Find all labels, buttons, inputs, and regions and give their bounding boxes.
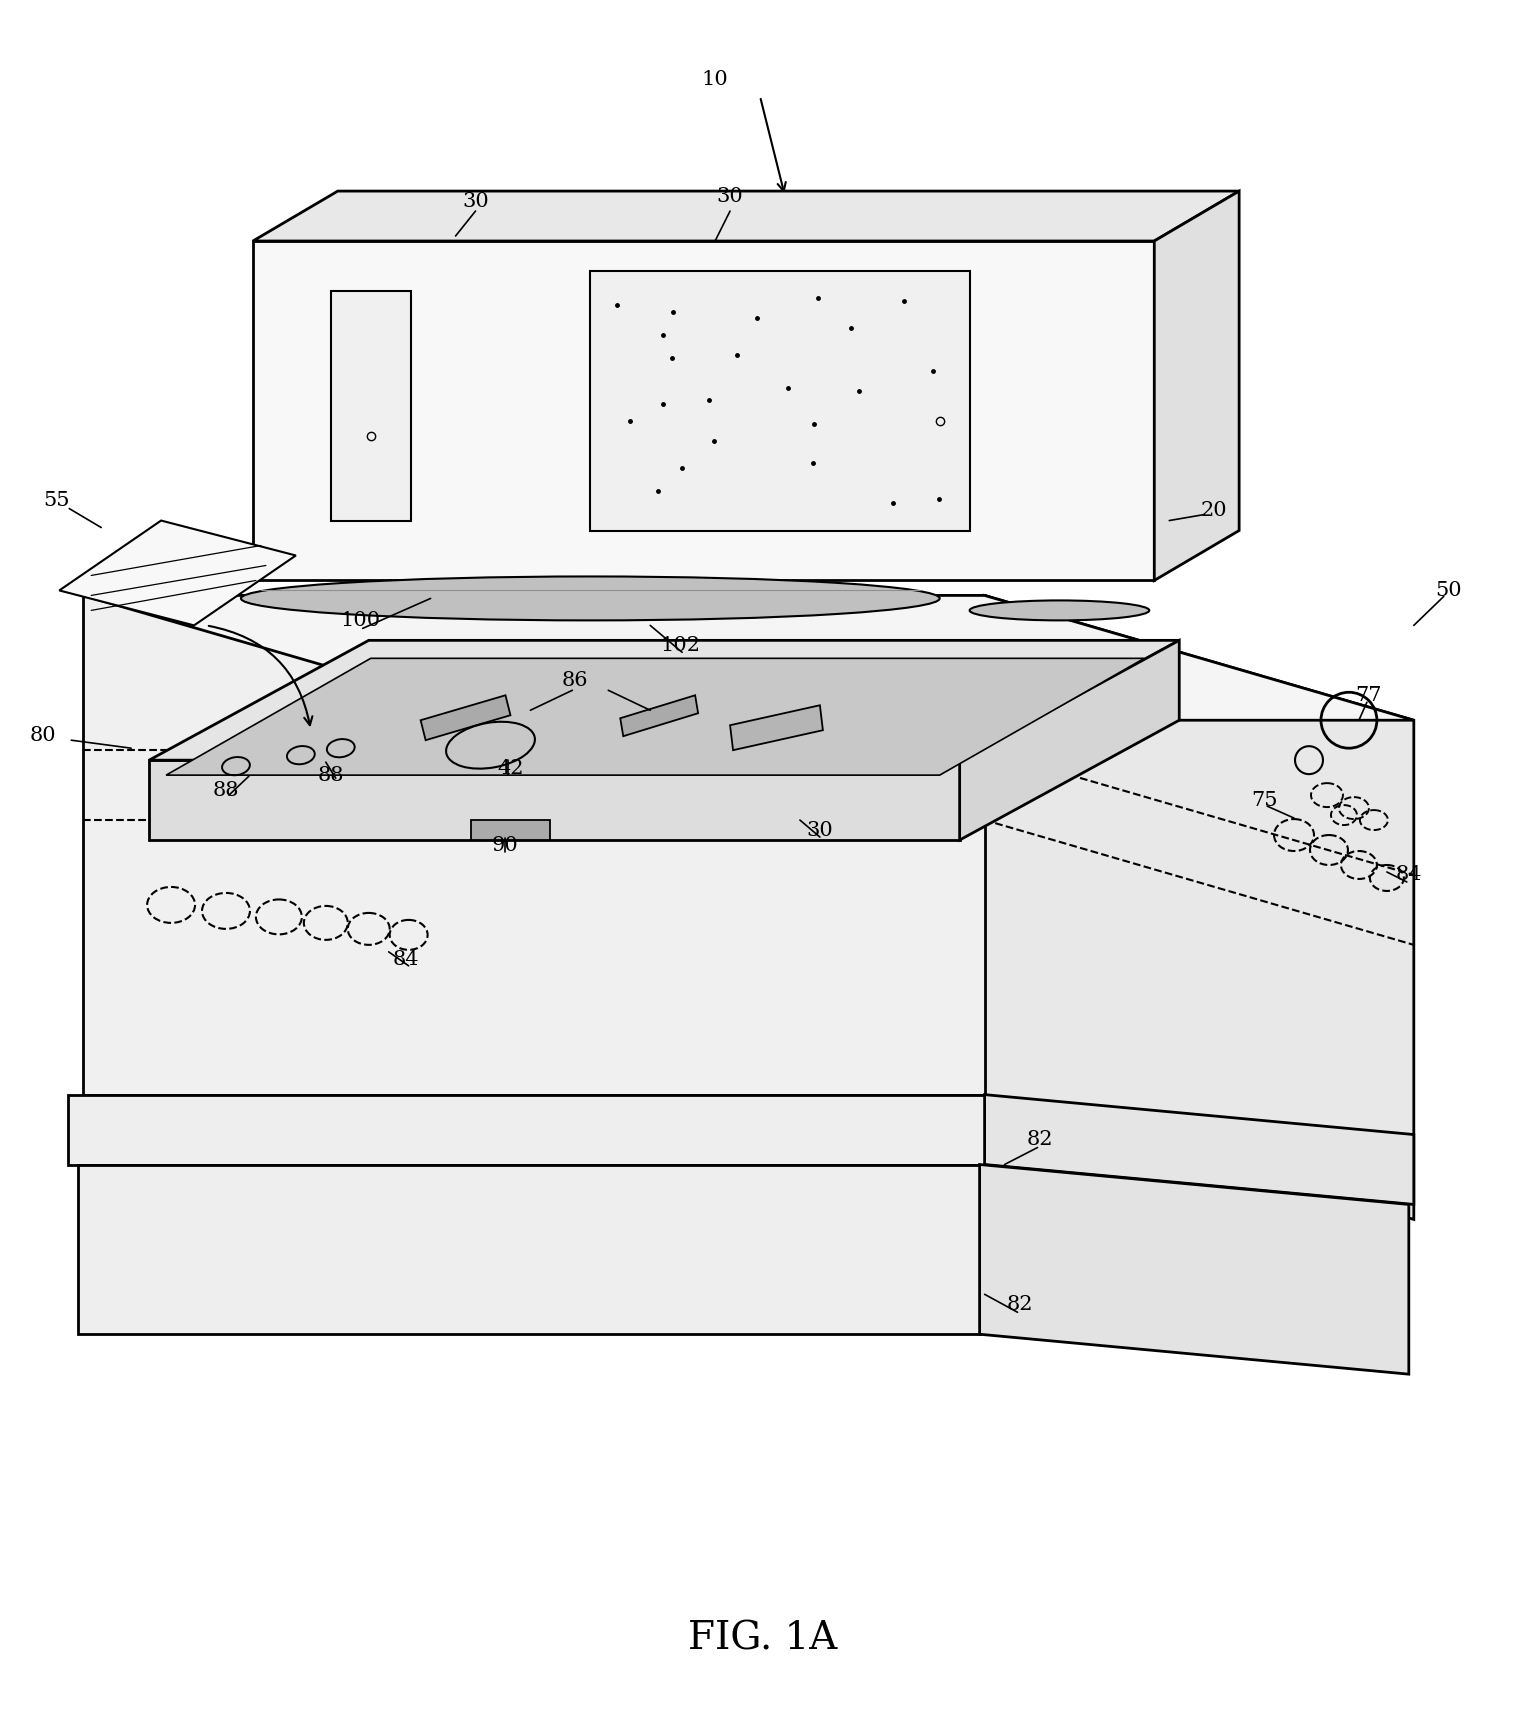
Polygon shape — [253, 191, 1238, 241]
Text: 86: 86 — [562, 671, 588, 690]
Polygon shape — [730, 705, 823, 750]
Polygon shape — [980, 1164, 1409, 1374]
Text: 50: 50 — [1435, 581, 1461, 600]
Polygon shape — [985, 595, 1414, 1219]
Text: 30: 30 — [463, 191, 489, 210]
Text: 82: 82 — [1026, 1130, 1052, 1149]
Text: 20: 20 — [1200, 501, 1228, 519]
Text: 77: 77 — [1356, 686, 1382, 705]
Text: 90: 90 — [492, 836, 519, 855]
Polygon shape — [150, 760, 959, 839]
Polygon shape — [959, 640, 1179, 839]
Text: 82: 82 — [1006, 1295, 1032, 1314]
Text: FIG. 1A: FIG. 1A — [689, 1620, 838, 1658]
Polygon shape — [60, 521, 296, 626]
Polygon shape — [985, 1094, 1414, 1204]
Text: 30: 30 — [716, 186, 744, 206]
Text: 30: 30 — [806, 820, 834, 839]
Polygon shape — [591, 272, 970, 530]
Polygon shape — [1154, 191, 1238, 580]
Polygon shape — [470, 820, 550, 839]
Text: 88: 88 — [212, 781, 240, 800]
Text: 42: 42 — [498, 759, 524, 777]
Text: 75: 75 — [1251, 791, 1278, 810]
Text: 84: 84 — [1396, 865, 1422, 884]
Polygon shape — [150, 640, 1179, 760]
Polygon shape — [84, 595, 1414, 721]
Text: 80: 80 — [31, 726, 56, 745]
FancyArrowPatch shape — [209, 626, 313, 726]
Polygon shape — [331, 291, 411, 521]
Text: 100: 100 — [341, 611, 380, 630]
Polygon shape — [420, 695, 510, 740]
Ellipse shape — [970, 600, 1150, 621]
Polygon shape — [78, 1164, 980, 1335]
Text: 10: 10 — [702, 71, 728, 89]
Ellipse shape — [241, 576, 939, 621]
Polygon shape — [166, 659, 1144, 776]
Text: 55: 55 — [43, 492, 70, 511]
Polygon shape — [253, 241, 1154, 580]
Text: 102: 102 — [660, 636, 701, 655]
Text: 88: 88 — [318, 765, 344, 784]
Polygon shape — [84, 595, 985, 1094]
Polygon shape — [620, 695, 698, 736]
Polygon shape — [69, 1094, 985, 1164]
Text: 84: 84 — [392, 951, 418, 970]
